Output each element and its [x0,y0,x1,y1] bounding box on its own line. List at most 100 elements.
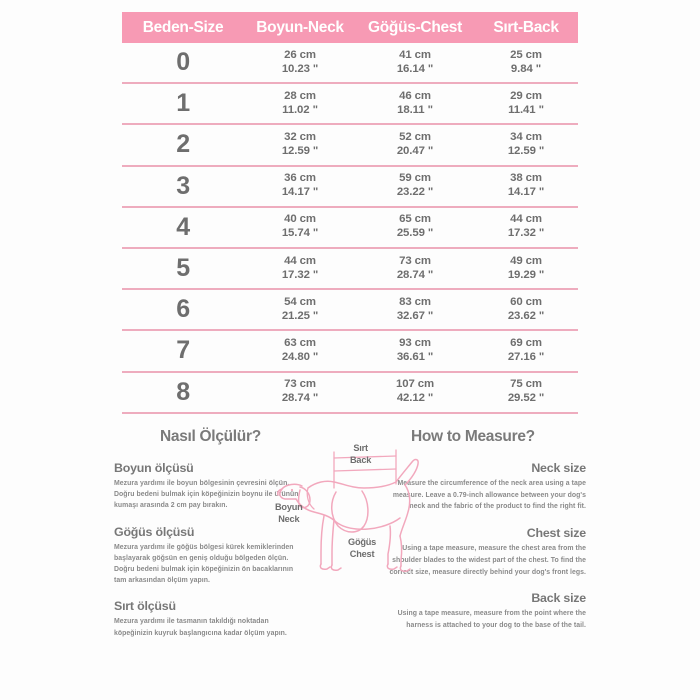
cell-back: 25 cm 9.84 " [474,49,578,77]
cell-chest-inch: 23.22 " [396,186,434,199]
cell-size: 0 [176,48,190,77]
cell-back: 44 cm 17.32 " [474,213,578,241]
column-header-back: Sırt-Back [493,18,559,36]
cell-neck-cm: 32 cm [284,131,316,144]
cell-chest-inch: 25.59 " [396,227,434,240]
cell-chest-cm: 93 cm [399,337,431,349]
diagram-label-neck-tr: Boyun [275,502,303,512]
cell-size: 8 [176,377,190,406]
cell-neck-cm: 36 cm [284,172,316,185]
cell-back-cm: 69 cm [510,337,542,349]
cell-size: 6 [176,295,190,324]
table-body: 0 26 cm 10.23 " 41 cm 16.14 " 25 cm 9.84 " 1 28 … [122,43,578,414]
cell-chest: 107 cm 42.12 " [356,378,474,406]
cell-neck-cm: 54 cm [284,295,316,308]
cell-back: 60 cm 23.62 " [474,296,578,324]
guide-tr-section-body: Mezura yardımı ile tasmanın takıldığı no… [114,618,287,637]
cell-chest: 52 cm 20.47 " [356,131,474,159]
cell-neck-inch: 11.02 " [282,103,318,116]
guide-column-english: Neck size Measure the circumference of th… [378,461,587,645]
guide-tr-section-title: Sırt ölçüsü [114,599,176,614]
cell-neck-cm: 73 cm [284,378,316,391]
diagram-label-chest-en: Chest [349,548,375,559]
cell-neck-cm: 40 cm [284,213,316,226]
cell-back-inch: 9.84 " [510,62,542,75]
dog-outline-icon [277,449,419,572]
cell-chest: 65 cm 25.59 " [356,213,474,241]
diagram-label-back-en: Back [350,454,372,465]
cell-neck-inch: 17.32 " [281,268,319,281]
cell-chest-inch: 36.61 " [396,350,434,363]
cell-back-inch: 11.41 " [508,103,544,116]
cell-back-cm: 29 cm [510,89,542,102]
cell-back-cm: 44 cm [510,213,542,226]
table-row: 1 28 cm 11.02 " 46 cm 18.11 " 29 cm 11.41 " [122,84,578,126]
cell-back: 75 cm 29.52 " [474,378,578,406]
cell-chest: 59 cm 23.22 " [356,172,474,200]
cell-back-inch: 19.29 " [507,268,545,281]
cell-chest-inch: 28.74 " [396,268,434,281]
cell-chest-cm: 46 cm [399,89,431,102]
cell-back-cm: 75 cm [510,378,542,391]
cell-back: 29 cm 11.41 " [474,90,578,118]
cell-neck: 26 cm 10.23 " [244,49,356,77]
dog-measurement-diagram: Sırt Back Boyun Neck Göğüs Chest [272,440,452,575]
cell-neck-cm: 26 cm [284,48,316,61]
cell-back-inch: 12.59 " [507,144,545,157]
cell-chest-cm: 73 cm [399,254,431,267]
cell-neck-inch: 15.74 " [281,227,319,240]
cell-neck-inch: 14.17 " [281,186,319,199]
cell-back-inch: 27.16 " [507,350,545,363]
column-header-chest: Göğüs-Chest [367,18,462,36]
diagram-label-back: Sırt Back [350,443,371,466]
guide-heading-turkish: Nasıl Ölçülür? [160,428,261,445]
cell-neck-inch: 28.74 " [281,392,319,405]
cell-back-inch: 14.17 " [507,186,545,199]
cell-neck: 73 cm 28.74 " [244,378,356,406]
table-row: 0 26 cm 10.23 " 41 cm 16.14 " 25 cm 9.84 " [122,43,578,85]
cell-size: 7 [176,336,190,365]
cell-neck-cm: 44 cm [284,254,316,267]
cell-chest: 46 cm 18.11 " [356,90,474,118]
size-table: Beden-Size Boyun-Neck Göğüs-Chest Sırt-B… [122,12,578,414]
guide-heading-english: How to Measure? [411,428,535,445]
cell-neck-inch: 10.23 " [281,62,319,75]
cell-size: 5 [176,254,190,283]
guide-en-section-title: Back size [531,591,586,606]
guide-tr-section-body: Mezura yardımı ile göğüs bölgesi kürek k… [114,543,294,585]
cell-size: 4 [176,212,190,241]
cell-chest-inch: 42.12 " [396,392,434,405]
cell-back-cm: 60 cm [510,295,542,308]
guide-en-section-title: Neck size [531,461,586,475]
table-row: 3 36 cm 14.17 " 59 cm 23.22 " 38 cm 14.17 " [122,167,578,208]
cell-back-cm: 38 cm [510,172,542,185]
guide-column-turkish: Boyun ölçüsü Mezura yardımı ile boyun böl… [114,461,304,652]
cell-neck: 36 cm 14.17 " [244,172,356,200]
cell-chest-inch: 16.14 " [396,62,434,75]
column-header-neck: Boyun-Neck [256,18,344,36]
cell-chest: 41 cm 16.14 " [356,49,474,77]
cell-size: 3 [176,171,190,200]
cell-back-inch: 29.52 " [507,392,545,405]
cell-neck-inch: 12.59 " [281,144,319,157]
cell-neck: 32 cm 12.59 " [244,131,356,159]
cell-back-cm: 25 cm [510,48,542,61]
cell-back-cm: 49 cm [510,254,542,267]
diagram-label-neck-en: Neck [278,513,300,524]
cell-chest-cm: 107 cm [395,378,435,391]
cell-neck: 54 cm 21.25 " [244,296,356,324]
guide-en-section-body: Measure the circumference of the neck ar… [392,480,586,511]
cell-back: 49 cm 19.29 " [474,255,578,283]
cell-chest: 83 cm 32.67 " [356,296,474,324]
cell-neck-cm: 63 cm [284,337,316,349]
table-header-row: Beden-Size Boyun-Neck Göğüs-Chest Sırt-B… [122,12,578,43]
cell-chest-cm: 83 cm [399,295,431,308]
cell-chest-cm: 41 cm [399,48,431,61]
cell-chest-cm: 52 cm [399,131,431,144]
cell-neck-cm: 28 cm [284,89,316,102]
table-row: 6 54 cm 21.25 " 83 cm 32.67 " 60 cm 23.62 " [122,290,578,332]
cell-chest-inch: 32.67 " [396,309,434,322]
cell-chest-cm: 59 cm [399,172,431,185]
table-row: 4 40 cm 15.74 " 65 cm 25.59 " 44 cm 17.32 " [122,208,578,249]
